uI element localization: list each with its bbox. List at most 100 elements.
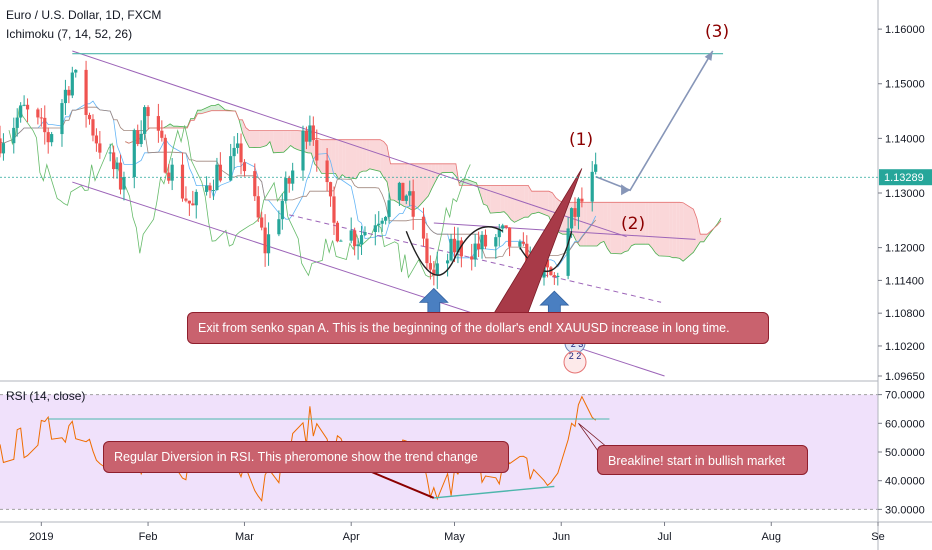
time-tick-label: Se bbox=[871, 531, 884, 543]
candle-body bbox=[170, 164, 174, 181]
candle-body bbox=[94, 135, 99, 144]
candle-body bbox=[50, 134, 54, 143]
kumo-segment bbox=[442, 163, 453, 173]
candle-body bbox=[232, 147, 236, 157]
candle-body bbox=[425, 238, 429, 264]
candle-body bbox=[480, 234, 484, 250]
price-tick-label: 1.09650 bbox=[885, 371, 925, 383]
kumo-segment bbox=[359, 139, 363, 173]
candle-body bbox=[260, 217, 264, 228]
pattern-curve-1 bbox=[405, 226, 504, 276]
kumo-segment bbox=[345, 139, 357, 179]
candle-body bbox=[301, 130, 305, 171]
candle-body bbox=[363, 231, 367, 236]
kumo-segment bbox=[259, 130, 264, 148]
kumo-segment bbox=[417, 163, 429, 208]
current-price-label: 1.13289 bbox=[884, 172, 924, 184]
time-tick-label: May bbox=[444, 531, 465, 543]
candle-body bbox=[46, 132, 50, 143]
candle-body bbox=[435, 263, 439, 276]
kumo-segment bbox=[507, 185, 511, 220]
projection-arrowhead-mid bbox=[621, 184, 631, 196]
kumo-segment bbox=[380, 139, 384, 178]
candle-body bbox=[504, 225, 508, 228]
candle-body bbox=[67, 89, 71, 96]
candle-body bbox=[136, 130, 140, 145]
candle-body bbox=[63, 89, 68, 104]
candle-body bbox=[167, 172, 171, 181]
candle-body bbox=[339, 240, 343, 242]
kumo-segment bbox=[583, 202, 587, 247]
candle-body bbox=[476, 243, 481, 250]
kumo-segment bbox=[504, 185, 508, 216]
candle-body bbox=[446, 260, 450, 264]
candle-body bbox=[384, 216, 388, 221]
candle-body bbox=[256, 196, 260, 218]
candle-body bbox=[242, 162, 247, 172]
time-tick-label: Feb bbox=[139, 531, 158, 543]
candle-body bbox=[1, 143, 6, 154]
kumo-segment bbox=[600, 202, 604, 243]
kumo-segment bbox=[287, 130, 291, 150]
candle-body bbox=[112, 152, 116, 170]
kumo-segment bbox=[676, 202, 680, 259]
candle-body bbox=[280, 200, 284, 220]
candle-body bbox=[277, 219, 281, 235]
candle-body bbox=[576, 198, 581, 217]
event-badge-2-label: 2 2 bbox=[569, 351, 582, 361]
candle-body bbox=[470, 256, 474, 260]
candle-body bbox=[15, 117, 19, 128]
senkou-span-a bbox=[125, 103, 722, 262]
candle-body bbox=[580, 198, 584, 202]
price-tick-label: 1.11400 bbox=[885, 275, 924, 287]
candle-body bbox=[87, 114, 92, 120]
kumo-segment bbox=[242, 119, 246, 141]
candle-body bbox=[91, 119, 95, 136]
kumo-segment bbox=[700, 234, 704, 242]
kumo-segment bbox=[283, 130, 288, 153]
candle-body bbox=[74, 69, 78, 73]
marker-3: (3) bbox=[705, 22, 730, 42]
candle-body bbox=[12, 127, 16, 144]
projection-arrowhead bbox=[704, 50, 713, 61]
kumo-segment bbox=[383, 141, 388, 182]
candle-body bbox=[143, 107, 147, 134]
candle-body bbox=[556, 275, 560, 277]
candle-body bbox=[132, 130, 136, 178]
candle-body bbox=[284, 178, 288, 201]
candle-body bbox=[239, 143, 243, 163]
kumo-segment bbox=[514, 185, 525, 223]
breakline-note[interactable]: Breakline! start in bullish market bbox=[597, 445, 808, 475]
rsi-diversion-note[interactable]: Regular Diversion in RSI. This pheromone… bbox=[103, 441, 509, 473]
kumo-segment bbox=[269, 130, 274, 153]
main-note[interactable]: Exit from senko span A. This is the begi… bbox=[187, 312, 769, 344]
candle-body bbox=[483, 234, 488, 247]
marker-1: (1) bbox=[569, 130, 594, 150]
candle-body bbox=[397, 182, 402, 201]
kumo-segment bbox=[428, 163, 432, 197]
candle-body bbox=[98, 143, 102, 153]
candle-body bbox=[408, 191, 412, 196]
kumo-segment bbox=[669, 202, 673, 258]
candle-body bbox=[387, 200, 391, 217]
candle-body bbox=[287, 178, 291, 184]
kumo-segment bbox=[645, 202, 649, 245]
kumo-segment bbox=[548, 191, 553, 225]
candle-body bbox=[349, 230, 353, 241]
kumo-segment bbox=[173, 126, 177, 128]
candle-body bbox=[208, 185, 212, 191]
kumo-segment bbox=[535, 191, 539, 214]
candle-body bbox=[569, 208, 574, 229]
kumo-segment bbox=[648, 202, 653, 249]
kumo-segment bbox=[624, 202, 629, 252]
kumo-segment bbox=[342, 139, 346, 178]
kumo-segment bbox=[214, 104, 219, 111]
kumo-segment bbox=[318, 138, 322, 174]
candle-body bbox=[156, 116, 160, 131]
time-tick-label: Apr bbox=[343, 531, 360, 543]
candle-body bbox=[184, 198, 188, 201]
kumo-segment bbox=[249, 130, 260, 148]
kumo-segment bbox=[338, 139, 343, 180]
time-tick-label: Mar bbox=[235, 531, 254, 543]
kumo-segment bbox=[479, 185, 484, 205]
